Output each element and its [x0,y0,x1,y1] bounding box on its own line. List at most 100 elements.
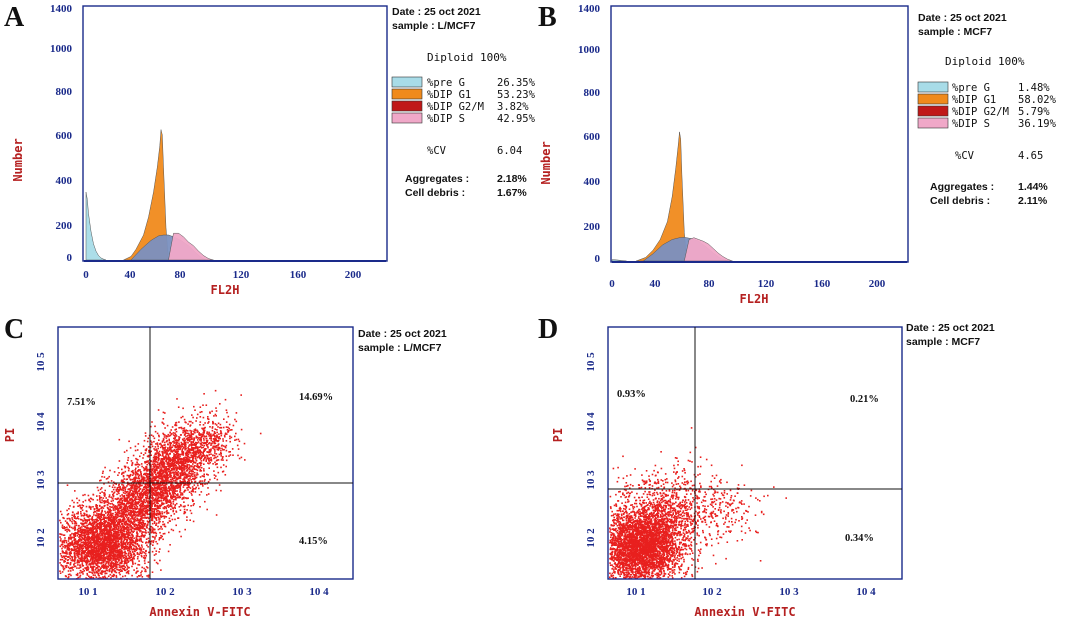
scatter-point [97,515,100,517]
scatter-point [201,483,204,485]
scatter-point [175,502,178,505]
scatter-point [160,537,162,539]
scatter-point [119,521,121,524]
scatter-point [91,551,94,554]
scatter-point [98,508,101,510]
scatter-point [124,506,126,508]
scatter-point [93,549,95,552]
scatter-point [103,483,105,485]
scatter-point [114,524,117,526]
scatter-point [105,520,108,523]
scatter-point [140,480,143,482]
scatter-point [87,519,89,521]
scatter-point [145,488,148,490]
scatter-point [110,531,112,534]
scatter-point [93,522,96,525]
scatter-point [103,544,106,547]
scatter-point [121,560,124,563]
scatter-point [69,554,72,557]
scatter-point [117,509,120,511]
scatter-point [158,537,161,540]
scatter-point [129,539,132,542]
scatter-point [83,538,86,540]
scatter-point [103,567,105,570]
scatter-point [167,448,169,450]
scatter-point [135,467,137,470]
scatter-point [82,528,84,531]
scatter-point [103,524,106,526]
scatter-point [83,517,86,520]
scatter-point [162,471,164,474]
scatter-point [164,427,166,429]
scatter-point [75,517,77,520]
scatter-point [65,541,68,544]
scatter-point [117,513,119,516]
scatter-point [145,475,148,477]
scatter-point [73,536,75,539]
scatter-point [105,560,107,563]
scatter-point [156,510,158,513]
scatter-point [82,494,84,497]
scatter-point [116,493,118,496]
scatter-point [70,526,73,529]
scatter-point [143,473,145,476]
scatter-point [120,543,122,546]
scatter-point [163,464,166,466]
scatter-point [196,472,198,474]
scatter-point [73,552,76,555]
scatter-point [103,550,105,553]
scatter-point [109,549,111,551]
scatter-point [87,549,90,552]
scatter-point [87,551,90,553]
scatter-point [124,465,127,468]
scatter-point [129,544,132,547]
scatter-point [101,541,104,544]
scatter-point [87,530,89,533]
scatter-point [137,527,139,530]
scatter-point [119,536,122,538]
scatter-point [96,554,99,556]
scatter-point [105,569,107,572]
scatter-point [194,446,197,449]
scatter-point [112,563,115,565]
scatter-point [154,498,157,500]
scatter-point [68,545,71,547]
scatter-point [172,529,175,532]
scatter-point [143,491,145,494]
scatter-point [73,543,76,545]
scatter-point [140,523,143,526]
aggregates-label: Aggregates : [405,173,469,185]
scatter-point [142,478,145,480]
scatter-point [164,484,167,486]
scatter-point [139,530,141,533]
scatter-point [96,499,99,501]
scatter-point [176,483,179,485]
scatter-point [92,565,95,568]
scatter-point [96,536,99,539]
scatter-point [80,547,83,550]
scatter-point [122,524,124,527]
scatter-point [83,539,86,541]
scatter-point [122,489,125,492]
scatter-point [122,541,124,543]
scatter-point [104,572,106,575]
scatter-point [106,567,108,570]
scatter-point [153,522,156,524]
scatter-point [171,497,174,500]
scatter-point [99,568,101,571]
scatter-point [99,537,102,539]
scatter-point [62,546,64,548]
scatter-point [176,457,178,459]
scatter-point [154,476,156,478]
scatter-point [112,575,115,578]
scatter-point [120,542,123,544]
panel-label: C [4,314,24,345]
scatter-point [120,558,123,560]
scatter-point [180,446,182,448]
scatter-point [169,489,172,491]
scatter-point [130,503,132,505]
scatter-point [115,544,117,546]
scatter-point [101,534,104,536]
scatter-point [135,474,137,476]
scatter-point [71,566,73,569]
